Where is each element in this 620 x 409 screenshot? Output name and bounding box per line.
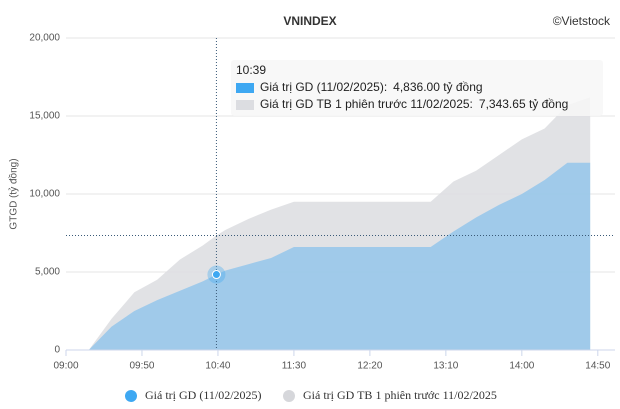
legend-marker [283, 390, 295, 402]
tooltip-swatch [236, 100, 254, 110]
credit: ©Vietstock [553, 14, 611, 28]
legend-marker [125, 390, 137, 402]
y-tick-label: 10,000 [29, 189, 60, 200]
x-tick-label: 12:20 [357, 361, 382, 372]
tooltip-label: Giá trị GD TB 1 phiên trước 11/02/2025: [260, 97, 473, 111]
y-tick-label: 20,000 [29, 33, 60, 44]
chart-title: VNINDEX [283, 14, 336, 28]
tooltip-value: 4,836.00 tỷ đồng [393, 80, 482, 94]
y-tick-label: 5,000 [35, 267, 60, 278]
y-tick-label: 0 [54, 345, 60, 356]
tooltip-swatch [236, 83, 254, 93]
tooltip-label: Giá trị GD (11/02/2025): [260, 80, 387, 94]
hover-point [211, 270, 221, 280]
tooltip-box [231, 60, 603, 116]
legend-label: Giá trị GD (11/02/2025) [145, 388, 262, 402]
tooltip-value: 7,343.65 tỷ đồng [479, 97, 568, 111]
legend-label: Giá trị GD TB 1 phiên trước 11/02/2025 [303, 388, 497, 402]
y-tick-label: 15,000 [29, 111, 60, 122]
y-axis-label: GTGD (tỷ đồng) [8, 158, 20, 229]
x-tick-label: 10:40 [205, 361, 230, 372]
x-tick-label: 14:50 [585, 361, 610, 372]
x-tick-label: 09:50 [129, 361, 154, 372]
area [88, 162, 591, 350]
tooltip-time: 10:39 [236, 63, 266, 77]
x-tick-label: 09:00 [53, 361, 78, 372]
x-tick-label: 11:30 [282, 361, 307, 372]
x-tick-label: 13:10 [433, 361, 458, 372]
x-tick-label: 14:00 [509, 361, 534, 372]
area [88, 97, 591, 350]
